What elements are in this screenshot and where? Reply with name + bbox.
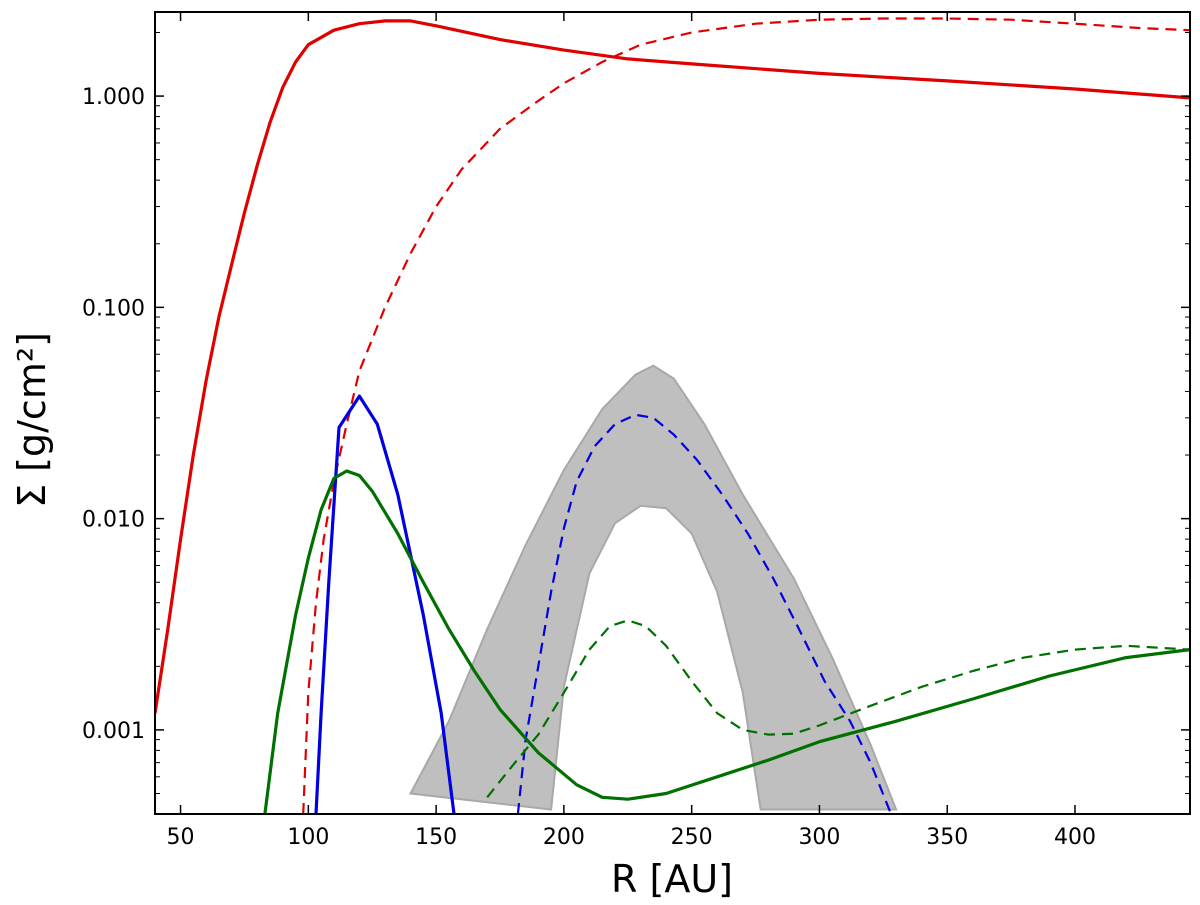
x-tick-label: 250: [671, 825, 713, 850]
series-line-5: [263, 469, 1190, 814]
x-tick-label: 400: [1054, 825, 1096, 850]
x-tick-label: 150: [415, 825, 457, 850]
series-line-4: [516, 413, 893, 814]
x-tick-label: 100: [287, 825, 329, 850]
y-tick-label: 0.010: [82, 508, 145, 533]
x-tick-label: 300: [798, 825, 840, 850]
tick-layer: 50 100 150 200 250 300 350 400 0.001 0.010 0.100 1.…: [82, 12, 1190, 850]
x-axis-label: R [AU]: [611, 857, 733, 901]
y-tick-label: 0.001: [82, 719, 145, 744]
x-tick-label: 50: [167, 825, 195, 850]
y-axis-label: Σ [g/cm²]: [10, 332, 54, 508]
x-tick-label: 350: [926, 825, 968, 850]
y-tick-label: 0.100: [82, 296, 145, 321]
uncertainty-band: [409, 364, 898, 811]
x-tick-label: 200: [543, 825, 585, 850]
y-tick-label: 1.000: [82, 85, 145, 110]
series-line-3: [314, 394, 456, 814]
plot-frame: [154, 11, 1191, 815]
series-layer: [155, 17, 1190, 814]
series-line-1: [155, 19, 1190, 714]
shaded-band-layer: [409, 364, 898, 811]
